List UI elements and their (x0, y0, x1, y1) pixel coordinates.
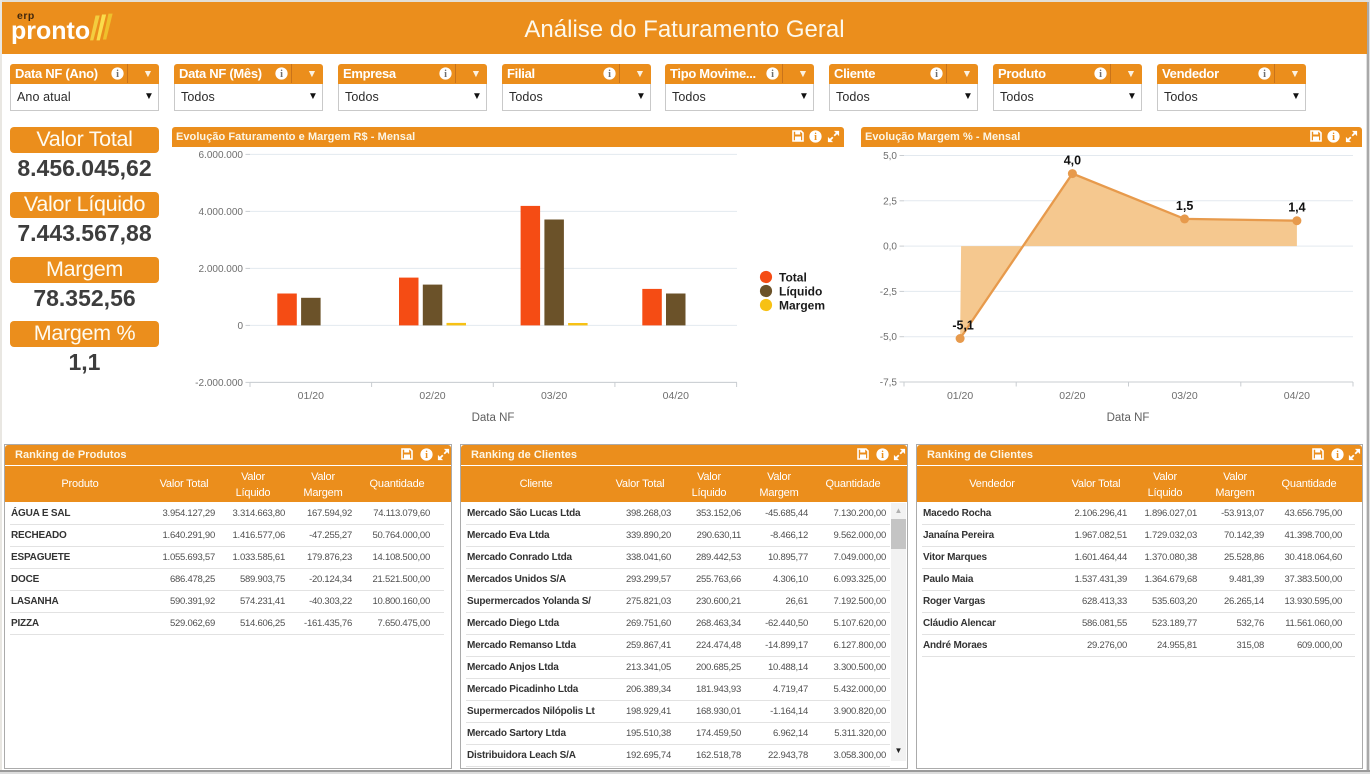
svg-text:i: i (425, 450, 428, 461)
svg-text:2.000.000: 2.000.000 (199, 264, 244, 275)
svg-text:i: i (280, 69, 283, 80)
svg-text:01/20: 01/20 (947, 390, 973, 402)
svg-text:4.000.000: 4.000.000 (199, 207, 244, 218)
svg-text:i: i (1332, 132, 1335, 143)
svg-text:-5,0: -5,0 (880, 332, 898, 343)
svg-text:-5,1: -5,1 (952, 319, 974, 333)
svg-text:Margem: Margem (779, 299, 825, 313)
svg-text:4,0: 4,0 (1064, 154, 1081, 168)
svg-text:02/20: 02/20 (419, 390, 445, 402)
svg-text:04/20: 04/20 (663, 390, 689, 402)
svg-text:02/20: 02/20 (1059, 390, 1085, 402)
svg-text:0: 0 (237, 321, 243, 332)
svg-text:i: i (935, 69, 938, 80)
svg-text:1,4: 1,4 (1288, 201, 1305, 215)
svg-text:04/20: 04/20 (1284, 390, 1310, 402)
svg-text:i: i (444, 69, 447, 80)
svg-text:i: i (1263, 69, 1266, 80)
svg-text:-7,5: -7,5 (880, 378, 898, 389)
svg-text:0,0: 0,0 (883, 242, 897, 253)
svg-text:i: i (881, 450, 884, 461)
svg-text:6.000.000: 6.000.000 (199, 150, 244, 161)
svg-text:i: i (608, 69, 611, 80)
svg-text:Líquido: Líquido (779, 285, 822, 299)
svg-text:1,5: 1,5 (1176, 199, 1193, 213)
svg-text:i: i (116, 69, 119, 80)
svg-text:-2,5: -2,5 (880, 287, 898, 298)
svg-text:i: i (1336, 450, 1339, 461)
svg-text:2,5: 2,5 (883, 196, 897, 207)
svg-text:Data NF: Data NF (472, 412, 515, 424)
svg-text:i: i (814, 132, 817, 143)
svg-text:03/20: 03/20 (541, 390, 567, 402)
svg-text:5,0: 5,0 (883, 151, 897, 162)
svg-text:Total: Total (779, 271, 807, 285)
svg-text:Data NF: Data NF (1107, 412, 1150, 424)
svg-text:03/20: 03/20 (1171, 390, 1197, 402)
svg-text:01/20: 01/20 (298, 390, 324, 402)
svg-text:-2.000.000: -2.000.000 (195, 378, 243, 389)
svg-text:i: i (771, 69, 774, 80)
svg-text:i: i (1099, 69, 1102, 80)
